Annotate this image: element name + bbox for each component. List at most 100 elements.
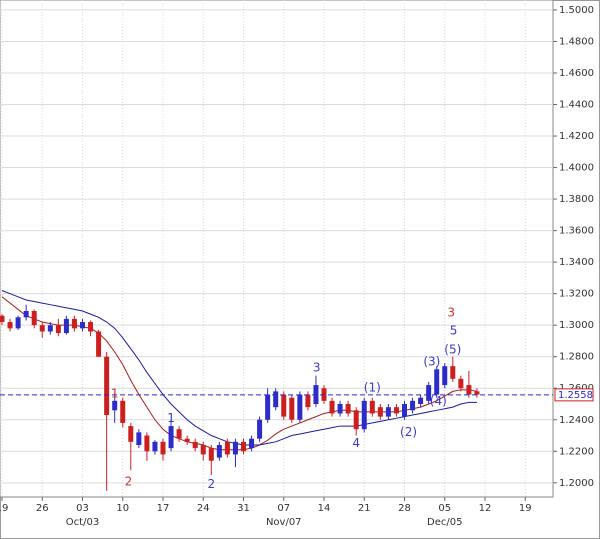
candle-body (47, 325, 53, 332)
candle-body (31, 310, 37, 326)
candle-body (273, 391, 279, 408)
candle-body (458, 378, 464, 389)
wave-label: 2 (207, 477, 215, 491)
candle-body (232, 441, 238, 455)
y-tick-label: 1.4800 (559, 36, 594, 47)
wave-label: 3 (447, 306, 455, 320)
y-tick-label: 1.2200 (559, 446, 594, 457)
y-tick-label: 1.2000 (559, 478, 594, 489)
candle-body (216, 444, 222, 458)
x-tick-label: 21 (358, 503, 371, 514)
candle-body (88, 322, 94, 332)
plot-area (0, 0, 554, 498)
candle-body (15, 317, 21, 329)
candle-body (369, 400, 375, 414)
candle-body (71, 318, 77, 329)
wave-label: 5 (450, 324, 458, 338)
candle-body (257, 419, 263, 439)
x-tick-label: 17 (157, 503, 170, 514)
wave-label: (2) (400, 425, 417, 439)
candle-body (377, 407, 383, 417)
wave-label: (4) (430, 394, 447, 408)
y-tick-label: 1.3800 (559, 194, 594, 205)
candle-body (128, 426, 134, 442)
candle-body (353, 410, 359, 430)
wave-label: 1 (167, 411, 175, 425)
candle-body (241, 441, 246, 452)
last-price-label: 1.2558 (558, 390, 593, 401)
candle-body (96, 331, 102, 357)
candle-body (466, 385, 472, 395)
candle-body (63, 318, 69, 334)
candle-body (385, 407, 391, 417)
wave-label: (3) (423, 355, 440, 369)
candle-body (39, 325, 45, 332)
candle-body (474, 391, 480, 395)
candle-body (136, 432, 142, 445)
x-tick-label: 26 (36, 503, 49, 514)
candle-body (200, 444, 206, 455)
month-label: Nov/07 (266, 517, 302, 528)
candle-body (337, 403, 343, 414)
x-tick-label: 14 (318, 503, 331, 514)
candle-body (168, 426, 174, 449)
wave-label: (5) (444, 343, 461, 357)
x-tick-label: 31 (237, 503, 250, 514)
x-tick-label: 12 (479, 503, 492, 514)
candle-body (434, 369, 440, 395)
wave-label: 3 (313, 361, 321, 375)
y-tick-label: 1.3600 (559, 226, 594, 237)
x-tick-label: 10 (116, 503, 129, 514)
wave-label: 4 (352, 436, 360, 450)
candle-body (305, 394, 311, 408)
candle-body (393, 407, 399, 414)
y-tick-label: 1.2400 (559, 415, 594, 426)
candle-body (249, 438, 255, 449)
y-tick-label: 1.4400 (559, 100, 594, 111)
candle-body (345, 403, 351, 414)
candle-body (176, 429, 182, 439)
candle-body (55, 325, 61, 334)
candle-body (152, 441, 158, 452)
last-price-box (554, 388, 594, 402)
wave-label: (1) (364, 381, 381, 395)
candle-body (192, 441, 198, 449)
x-tick-label: 03 (76, 503, 89, 514)
x-tick-label: 19 (519, 503, 532, 514)
y-tick-label: 1.4000 (559, 163, 594, 174)
y-tick-label: 1.3200 (559, 289, 594, 300)
y-tick-label: 1.3000 (559, 320, 594, 331)
candle-body (402, 403, 407, 417)
wave-label: 2 (125, 475, 133, 489)
x-tick-label: 19 (0, 503, 8, 514)
candle-body (0, 315, 5, 323)
month-label: Oct/03 (66, 517, 99, 528)
candle-body (361, 400, 367, 430)
candle-body (208, 448, 214, 461)
y-tick-label: 1.4600 (559, 68, 594, 79)
candle-body (289, 397, 295, 420)
y-tick-label: 1.2800 (559, 352, 594, 363)
candle-body (120, 400, 126, 423)
candle-body (265, 394, 271, 420)
candle-body (112, 400, 118, 411)
candle-body (160, 441, 166, 455)
candle-body (224, 441, 230, 455)
wave-label: 1 (111, 386, 119, 400)
candle-body (7, 322, 13, 329)
candle-body (329, 400, 335, 414)
x-tick-label: 24 (197, 503, 210, 514)
candle-body (410, 400, 416, 411)
x-tick-label: 28 (398, 503, 411, 514)
y-tick-label: 1.5000 (559, 5, 594, 16)
y-tick-label: 1.4200 (559, 131, 594, 142)
moving-average-line (1, 290, 477, 446)
candle-body (442, 366, 448, 386)
x-tick-label: 05 (438, 503, 451, 514)
candle-body (144, 435, 150, 452)
candle-body (184, 438, 190, 442)
candle-body (426, 385, 432, 401)
x-tick-label: 07 (277, 503, 290, 514)
candle-body (297, 394, 303, 420)
